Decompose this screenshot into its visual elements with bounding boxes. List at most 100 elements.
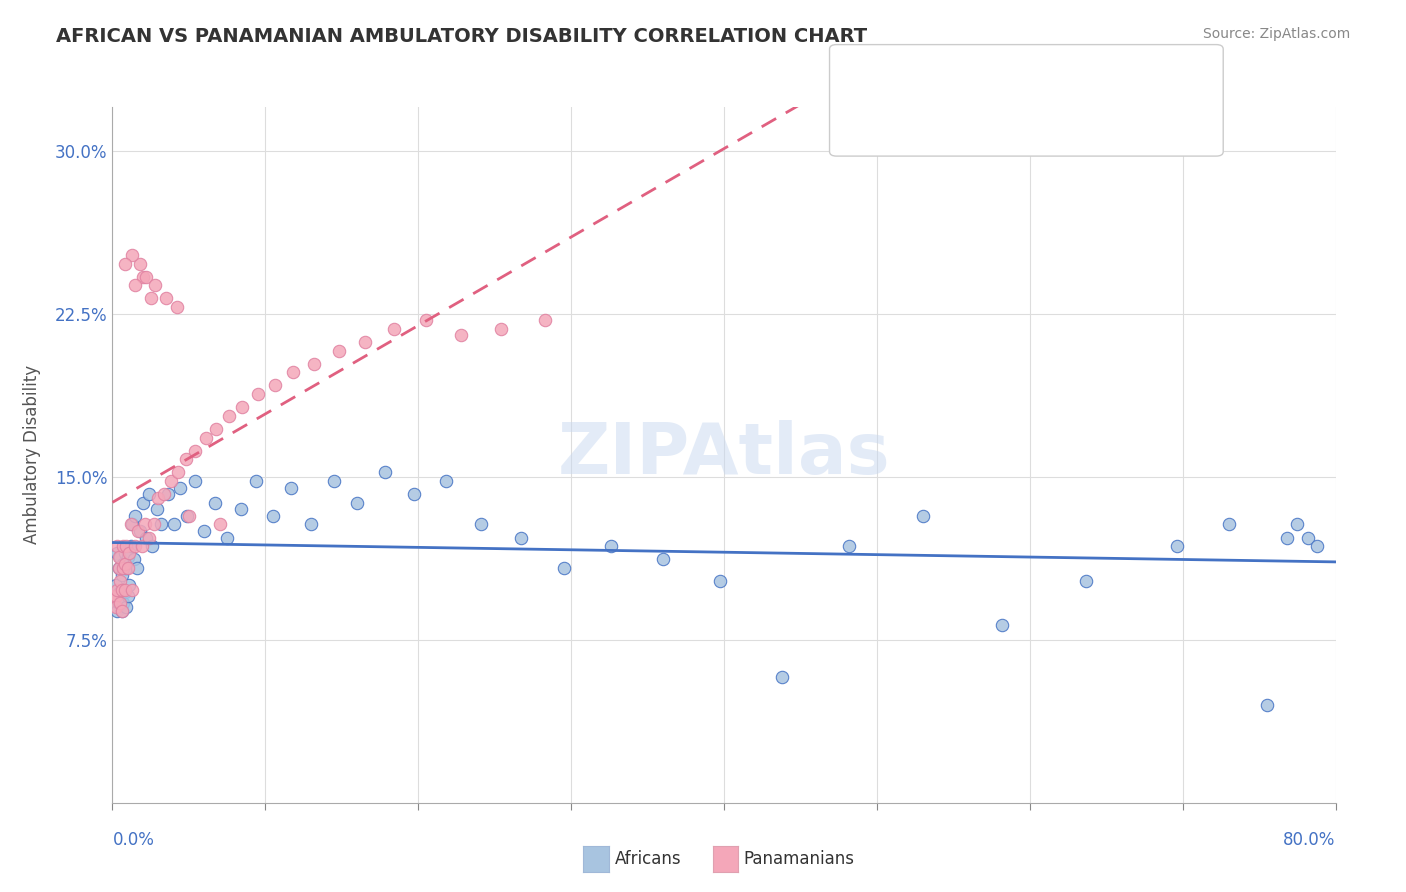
Point [299,517,322,532]
Point [114,557,136,571]
Text: Africans: Africans [614,850,681,868]
Point [105,546,128,560]
Point [104,589,127,603]
Point [150,517,173,532]
Point [159,474,181,488]
Point [121,517,143,532]
Point [148,491,170,506]
Text: R = 0.034   N = 67: R = 0.034 N = 67 [887,67,1057,85]
Point [374,466,396,480]
Point [184,474,207,488]
Point [115,600,138,615]
Point [117,561,139,575]
Point [245,474,267,488]
Point [838,539,860,553]
Point [193,524,215,538]
Point [112,561,135,575]
Point [204,496,226,510]
Point [1306,539,1329,553]
Point [141,539,163,553]
Text: ZIPAtlas: ZIPAtlas [558,420,890,490]
Point [107,561,129,575]
Point [112,596,135,610]
Point [911,508,934,523]
Text: Panamanians: Panamanians [744,850,855,868]
Point [111,605,134,619]
Point [1286,517,1309,532]
Point [115,561,138,575]
Point [450,328,472,343]
Point [231,400,253,414]
Point [205,422,228,436]
Point [115,539,138,553]
Point [105,605,128,619]
Point [155,291,177,305]
Point [184,443,207,458]
Point [489,322,512,336]
Text: 0.0%: 0.0% [112,830,155,848]
Point [353,334,375,349]
Point [218,409,240,423]
Text: R = 0.245   N = 59: R = 0.245 N = 59 [887,109,1057,127]
Point [262,508,284,523]
Point [118,578,141,592]
Point [402,487,425,501]
Point [114,585,136,599]
Point [600,539,623,553]
Point [104,578,127,592]
Point [125,561,148,575]
Point [138,487,160,501]
Point [112,557,135,571]
Point [129,524,152,538]
Point [229,502,252,516]
Point [177,508,200,523]
Point [132,496,155,510]
Point [103,589,125,603]
Point [167,466,190,480]
Point [120,539,142,553]
Point [142,517,165,532]
Point [280,481,302,495]
Point [246,387,269,401]
Text: 80.0%: 80.0% [1284,830,1336,848]
Point [709,574,731,588]
Point [176,508,198,523]
Point [124,278,146,293]
Point [121,248,143,262]
Point [135,531,157,545]
Point [281,365,304,379]
Point [156,487,179,501]
Point [114,582,136,597]
Point [108,550,131,565]
Point [111,582,134,597]
Point [134,517,156,532]
Point [132,269,155,284]
Point [143,278,166,293]
Point [174,452,197,467]
Point [415,313,437,327]
Point [434,474,457,488]
Point [146,502,169,516]
Text: AFRICAN VS PANAMANIAN AMBULATORY DISABILITY CORRELATION CHART: AFRICAN VS PANAMANIAN AMBULATORY DISABIL… [56,27,868,45]
Point [105,539,128,553]
Point [1166,539,1188,553]
Point [131,539,153,553]
Point [470,517,492,532]
Point [1076,574,1098,588]
Point [1218,517,1240,532]
Point [120,517,142,532]
Point [509,531,531,545]
Point [108,585,131,599]
Point [323,474,346,488]
Point [127,524,149,538]
Point [135,269,157,284]
Point [163,517,186,532]
Point [652,552,675,566]
Point [103,589,125,603]
Point [304,357,326,371]
Point [112,539,135,553]
Point [129,257,152,271]
Point [114,257,136,271]
Point [105,582,128,597]
Point [346,496,368,510]
